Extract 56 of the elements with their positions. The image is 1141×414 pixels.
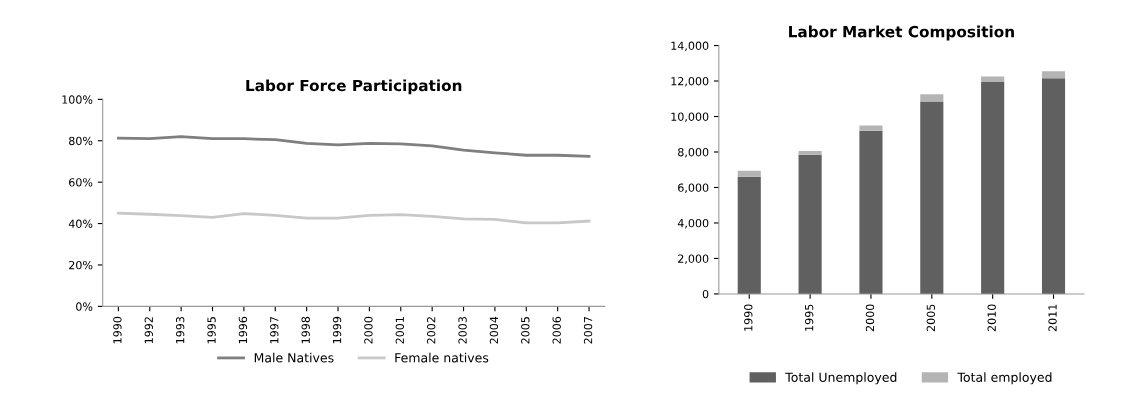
x-tick-label: 2011 (1048, 304, 1057, 332)
bar (798, 151, 822, 155)
y-tick-label: 60% (69, 178, 93, 187)
x-tick-label: 1995 (207, 317, 216, 344)
x-tick-label: 2000 (865, 304, 875, 332)
x-tick-label: 2000 (364, 316, 373, 344)
x-tick-label: 2002 (426, 317, 436, 344)
bar (981, 76, 1005, 82)
x-tick-label: 1995 (804, 304, 814, 331)
x-tick-label: 2004 (489, 316, 499, 344)
bar (1041, 71, 1066, 79)
x-tick-label: 2005 (926, 304, 936, 332)
x-tick-label: 2003 (458, 316, 467, 344)
line-series (116, 135, 591, 158)
legend-label: Male Natives (254, 352, 334, 363)
y-tick-label: 12,000 (671, 77, 709, 87)
y-tick-label: 0 (702, 289, 709, 299)
y-tick-label: 100% (62, 95, 93, 104)
x-tick-label: 1990 (744, 304, 753, 331)
bar (859, 130, 883, 294)
y-tick-label: 8,000 (678, 147, 709, 158)
bar (920, 101, 944, 294)
bar (981, 81, 1005, 294)
bar (859, 125, 883, 131)
bar (920, 94, 944, 102)
y-tick-label: 0% (76, 302, 93, 311)
x-tick-label: 2007 (583, 317, 593, 344)
x-tick-label: 2001 (395, 317, 404, 344)
x-tick-label: 1992 (144, 317, 153, 344)
x-tick-label: 2010 (987, 304, 996, 332)
bar (737, 176, 761, 294)
y-tick-label: 2,000 (678, 254, 709, 264)
y-tick-label: 4,000 (677, 218, 709, 229)
y-tick-label: 10,000 (671, 112, 709, 123)
y-tick-label: 40% (68, 219, 93, 228)
x-tick-label: 2005 (521, 317, 530, 344)
bar (737, 170, 761, 177)
y-tick-label: 20% (69, 260, 93, 270)
x-tick-label: 1997 (270, 317, 279, 344)
x-tick-label: 1998 (301, 316, 310, 344)
legend-label: Female natives (395, 352, 489, 363)
y-tick-label: 80% (69, 136, 93, 146)
bar (798, 154, 822, 294)
x-tick-label: 1999 (332, 316, 342, 344)
x-tick-label: 1993 (175, 316, 185, 344)
y-tick-label: 14,000 (671, 41, 709, 52)
y-tick-label: 6,000 (678, 183, 709, 193)
bar (1041, 78, 1066, 294)
x-tick-label: 2006 (552, 316, 561, 344)
x-tick-label: 1990 (113, 316, 122, 344)
chart-title: Labor Force Participation (246, 79, 462, 95)
legend-label: Total Unemployed (785, 372, 897, 385)
x-tick-label: 1996 (238, 316, 248, 344)
line-series (116, 211, 591, 225)
chart-title: Labor Market Composition (789, 25, 1014, 41)
legend-label: Total employed (957, 372, 1052, 385)
